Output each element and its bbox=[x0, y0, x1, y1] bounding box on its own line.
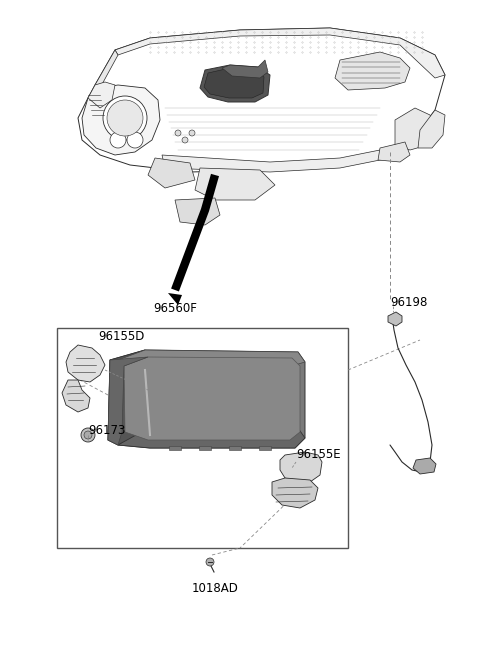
Polygon shape bbox=[88, 82, 115, 108]
Circle shape bbox=[110, 132, 126, 148]
Polygon shape bbox=[413, 458, 436, 474]
Polygon shape bbox=[118, 350, 305, 365]
Text: 96198: 96198 bbox=[390, 296, 427, 309]
Circle shape bbox=[189, 130, 195, 136]
Polygon shape bbox=[148, 158, 195, 188]
Circle shape bbox=[103, 96, 147, 140]
Bar bbox=[57, 328, 348, 548]
Polygon shape bbox=[200, 65, 270, 102]
Polygon shape bbox=[175, 198, 220, 225]
Polygon shape bbox=[95, 50, 118, 88]
Polygon shape bbox=[222, 60, 268, 78]
Text: 96155D: 96155D bbox=[98, 330, 144, 342]
Text: 96560F: 96560F bbox=[153, 302, 197, 315]
Circle shape bbox=[107, 100, 143, 136]
Polygon shape bbox=[162, 148, 390, 172]
Polygon shape bbox=[118, 428, 305, 448]
Polygon shape bbox=[335, 52, 410, 90]
Text: 96155E: 96155E bbox=[296, 449, 341, 461]
Bar bbox=[229, 446, 241, 450]
Polygon shape bbox=[280, 452, 322, 482]
Polygon shape bbox=[124, 357, 300, 440]
Polygon shape bbox=[272, 478, 318, 508]
Polygon shape bbox=[195, 168, 275, 200]
Circle shape bbox=[206, 558, 214, 566]
Bar bbox=[259, 446, 271, 450]
Circle shape bbox=[175, 130, 181, 136]
Polygon shape bbox=[108, 350, 305, 448]
Polygon shape bbox=[388, 312, 402, 326]
Polygon shape bbox=[78, 28, 445, 172]
Text: 1018AD: 1018AD bbox=[192, 581, 239, 595]
Polygon shape bbox=[108, 350, 150, 445]
Polygon shape bbox=[204, 68, 264, 98]
Polygon shape bbox=[168, 293, 182, 305]
Circle shape bbox=[127, 132, 143, 148]
Bar bbox=[169, 446, 181, 450]
Circle shape bbox=[81, 428, 95, 442]
Polygon shape bbox=[115, 28, 445, 78]
Circle shape bbox=[84, 431, 92, 439]
Text: 96173: 96173 bbox=[88, 424, 125, 436]
Polygon shape bbox=[62, 380, 90, 412]
Circle shape bbox=[182, 137, 188, 143]
Polygon shape bbox=[418, 110, 445, 148]
Polygon shape bbox=[108, 357, 148, 445]
Polygon shape bbox=[378, 142, 410, 162]
Polygon shape bbox=[395, 108, 435, 150]
Polygon shape bbox=[82, 85, 160, 155]
Bar bbox=[199, 446, 211, 450]
Polygon shape bbox=[66, 345, 105, 382]
